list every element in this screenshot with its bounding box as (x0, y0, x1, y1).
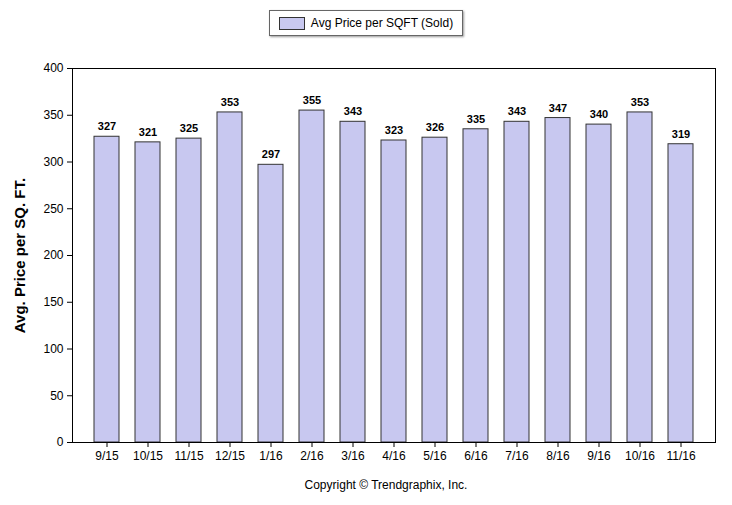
svg-text:325: 325 (180, 122, 198, 134)
html-text:Avg Price per SQFT (Sold): Avg Price per SQFT (Sold) (310, 16, 454, 30)
svg-text:9/16: 9/16 (587, 449, 611, 463)
svg-text:7/16: 7/16 (505, 449, 529, 463)
svg-text:2/16: 2/16 (300, 449, 324, 463)
svg-text:1/16: 1/16 (259, 449, 283, 463)
svg-text:11/15: 11/15 (174, 449, 203, 463)
svg-text:350: 350 (43, 108, 63, 122)
svg-text:347: 347 (549, 102, 567, 114)
svg-text:343: 343 (508, 105, 526, 117)
svg-text:8/16: 8/16 (546, 449, 570, 463)
svg-text:200: 200 (43, 248, 63, 262)
svg-text:400: 400 (43, 61, 63, 75)
svg-text:11/16: 11/16 (666, 449, 695, 463)
svg-text:340: 340 (590, 108, 608, 120)
svg-text:5/16: 5/16 (423, 449, 447, 463)
svg-text:12/15: 12/15 (215, 449, 245, 463)
svg-text:327: 327 (98, 120, 116, 132)
svg-text:10/15: 10/15 (133, 449, 163, 463)
html-text:Copyright © Trendgraphix, Inc.: Copyright © Trendgraphix, Inc. (304, 478, 468, 492)
svg-text:0: 0 (57, 435, 64, 449)
svg-text:Avg. Price per SQ. FT.: Avg. Price per SQ. FT. (11, 178, 28, 333)
svg-text:353: 353 (631, 96, 649, 108)
svg-text:319: 319 (672, 128, 690, 140)
svg-text:3/16: 3/16 (341, 449, 365, 463)
svg-text:326: 326 (426, 121, 444, 133)
svg-text:250: 250 (43, 202, 63, 216)
svg-text:321: 321 (139, 126, 157, 138)
svg-text:297: 297 (262, 148, 280, 160)
svg-text:353: 353 (221, 96, 239, 108)
svg-text:6/16: 6/16 (464, 449, 488, 463)
svg-text:100: 100 (43, 342, 63, 356)
svg-text:9/15: 9/15 (95, 449, 119, 463)
svg-text:4/16: 4/16 (382, 449, 406, 463)
svg-text:335: 335 (467, 113, 485, 125)
svg-text:10/16: 10/16 (625, 449, 655, 463)
svg-text:355: 355 (303, 94, 321, 106)
svg-text:150: 150 (43, 295, 63, 309)
svg-text:343: 343 (344, 105, 362, 117)
svg-text:323: 323 (385, 124, 403, 136)
svg-text:50: 50 (50, 389, 64, 403)
svg-text:300: 300 (43, 155, 63, 169)
